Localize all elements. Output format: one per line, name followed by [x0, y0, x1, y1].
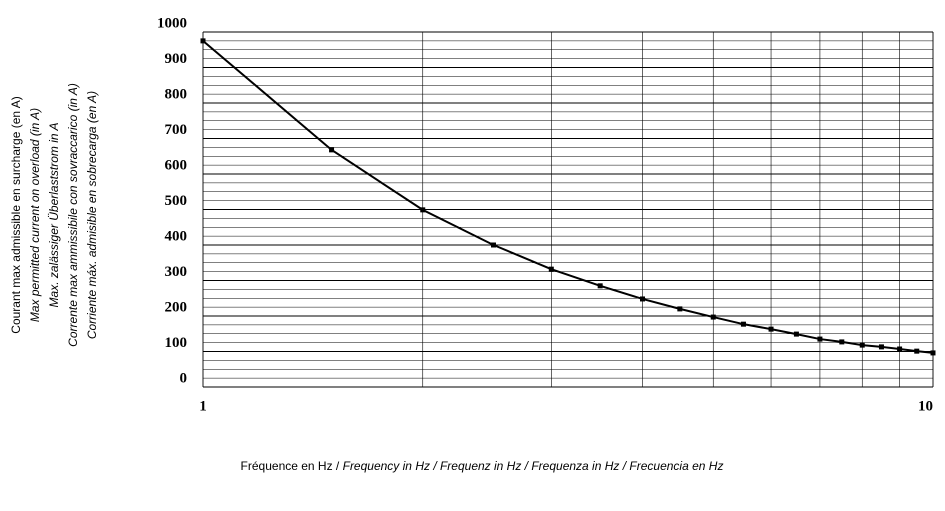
data-point [859, 342, 865, 348]
data-point [597, 283, 603, 289]
x-axis-label: Fréquence en Hz / Frequency in Hz / Freq… [241, 459, 724, 473]
data-point [768, 326, 774, 332]
data-point [329, 147, 335, 153]
data-point [914, 348, 920, 354]
data-point [200, 38, 206, 44]
y-tick-label: 700 [165, 122, 188, 138]
y-label-line: Courant max admissible en surcharge (en … [9, 96, 23, 333]
data-point [710, 314, 716, 320]
x-tick-label: 10 [918, 398, 933, 414]
data-point [878, 344, 884, 350]
y-tick-label: 0 [180, 370, 188, 386]
data-point [839, 339, 845, 345]
y-tick-label: 600 [165, 157, 188, 173]
y-tick-label: 100 [165, 335, 188, 351]
data-point [817, 336, 823, 342]
y-tick-label: 400 [165, 228, 188, 244]
data-point [897, 346, 903, 352]
x-label-part: Frequency in Hz / Frequenz in Hz / Frequ… [343, 459, 724, 473]
data-point [420, 207, 426, 213]
data-line [202, 40, 934, 354]
y-label-line: Corriente máx. admisible en sobrecarga (… [85, 91, 99, 339]
x-label-part: Fréquence en Hz / [241, 459, 343, 473]
y-tick-label: 800 [165, 86, 188, 102]
x-tick-label: 1 [199, 398, 207, 414]
y-tick-label: 200 [165, 299, 188, 315]
y-label-line: Corrente max ammissibile con sovraccaric… [66, 83, 80, 347]
y-label-line: Max. zalässiger Überlaststrom in A [47, 123, 61, 308]
data-point [930, 350, 936, 356]
y-tick-label: 1000 [157, 15, 187, 31]
data-point [490, 242, 496, 248]
y-tick-label: 300 [165, 264, 188, 280]
data-point [740, 321, 746, 327]
y-tick-label: 900 [165, 51, 188, 67]
data-point [677, 306, 683, 312]
y-tick-label: 500 [165, 193, 188, 209]
y-axis-label: Courant max admissible en surcharge (en … [9, 83, 99, 347]
data-point [793, 331, 799, 337]
y-label-line: Max permitted current on overload (in A) [28, 108, 42, 322]
data-point [548, 266, 554, 272]
data-point [640, 296, 646, 302]
